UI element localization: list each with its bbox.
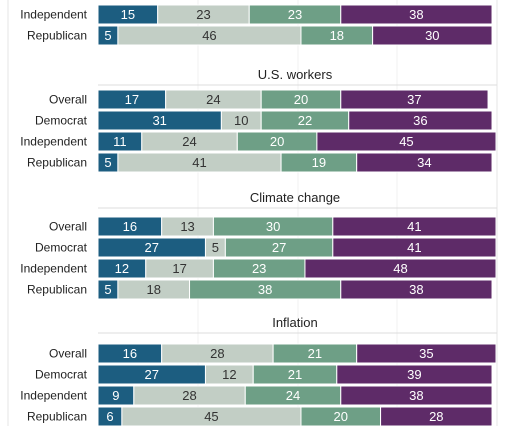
panel: Independent 15 23 23 38 Republican 5 46 18 30 <box>20 4 493 46</box>
data-label: 23 <box>196 7 210 22</box>
data-label: 28 <box>210 346 224 361</box>
data-label: 35 <box>419 346 433 361</box>
data-label: 16 <box>123 346 137 361</box>
data-label: 20 <box>294 92 308 107</box>
bar-segment <box>336 364 493 385</box>
category-label: Independent <box>20 8 87 22</box>
category-label: Republican <box>27 29 87 43</box>
data-label: 48 <box>393 261 407 276</box>
bar-segment <box>332 216 497 237</box>
data-label: 17 <box>125 92 139 107</box>
bar-segment <box>304 258 497 279</box>
category-label: Democrat <box>35 114 88 128</box>
data-label: 18 <box>330 28 344 43</box>
panel-title: U.S. workers <box>258 67 333 82</box>
category-label: Republican <box>27 283 87 297</box>
category-label: Republican <box>27 410 87 424</box>
data-label: 34 <box>417 155 431 170</box>
data-label: 20 <box>270 134 284 149</box>
data-label: 30 <box>266 219 280 234</box>
bar-segment <box>356 152 493 173</box>
data-label: 24 <box>286 388 300 403</box>
data-label: 6 <box>106 409 113 424</box>
panel: Climate change Overall 16 13 30 41 Democrat 27 5… <box>20 190 497 300</box>
data-label: 45 <box>204 409 218 424</box>
category-label: Overall <box>49 347 87 361</box>
data-label: 5 <box>104 28 111 43</box>
data-label: 38 <box>258 282 272 297</box>
data-label: 12 <box>115 261 129 276</box>
data-label: 28 <box>429 409 443 424</box>
data-label: 24 <box>206 92 220 107</box>
bar-segment <box>316 131 497 152</box>
bar-segment <box>340 89 489 110</box>
data-label: 16 <box>123 219 137 234</box>
data-label: 22 <box>298 113 312 128</box>
bar-segment <box>372 25 493 46</box>
data-label: 18 <box>146 282 160 297</box>
bar-segment <box>356 343 497 364</box>
panel: Inflation Overall 16 28 21 35 Democrat 27 12 21 39… <box>20 315 497 426</box>
data-label: 5 <box>104 282 111 297</box>
data-label: 12 <box>222 367 236 382</box>
bar-segment <box>348 110 493 131</box>
data-label: 28 <box>182 388 196 403</box>
data-label: 38 <box>409 282 423 297</box>
data-label: 9 <box>112 388 119 403</box>
category-label: Overall <box>49 93 87 107</box>
data-label: 38 <box>409 7 423 22</box>
data-label: 15 <box>121 7 135 22</box>
data-label: 23 <box>252 261 266 276</box>
bar-segment <box>340 4 493 25</box>
category-label: Independent <box>20 262 87 276</box>
category-label: Independent <box>20 135 87 149</box>
data-label: 45 <box>399 134 413 149</box>
data-label: 27 <box>144 367 158 382</box>
bar-segment <box>332 237 497 258</box>
data-label: 23 <box>288 7 302 22</box>
bar-segment <box>380 406 493 426</box>
data-label: 5 <box>104 155 111 170</box>
panel: U.S. workers Overall 17 24 20 37 Democrat 31 10 2… <box>20 67 497 173</box>
data-label: 24 <box>182 134 196 149</box>
data-label: 36 <box>413 113 427 128</box>
data-label: 5 <box>212 240 219 255</box>
data-label: 17 <box>172 261 186 276</box>
bar-segment <box>340 385 493 406</box>
panel-title: Inflation <box>272 315 318 330</box>
data-label: 41 <box>192 155 206 170</box>
data-label: 41 <box>407 219 421 234</box>
data-label: 27 <box>144 240 158 255</box>
data-label: 38 <box>409 388 423 403</box>
data-label: 30 <box>425 28 439 43</box>
data-label: 11 <box>113 134 127 149</box>
data-label: 37 <box>407 92 421 107</box>
data-label: 21 <box>288 367 302 382</box>
category-label: Democrat <box>35 241 88 255</box>
data-label: 31 <box>152 113 166 128</box>
data-label: 19 <box>312 155 326 170</box>
category-label: Overall <box>49 220 87 234</box>
data-label: 13 <box>180 219 194 234</box>
data-label: 27 <box>272 240 286 255</box>
data-label: 46 <box>202 28 216 43</box>
category-label: Independent <box>20 389 87 403</box>
data-label: 39 <box>407 367 421 382</box>
panel-title: Climate change <box>250 190 340 205</box>
category-label: Republican <box>27 156 87 170</box>
data-label: 41 <box>407 240 421 255</box>
bar-segment <box>340 279 493 300</box>
data-label: 10 <box>234 113 248 128</box>
data-label: 20 <box>334 409 348 424</box>
category-label: Democrat <box>35 368 88 382</box>
data-label: 21 <box>308 346 322 361</box>
